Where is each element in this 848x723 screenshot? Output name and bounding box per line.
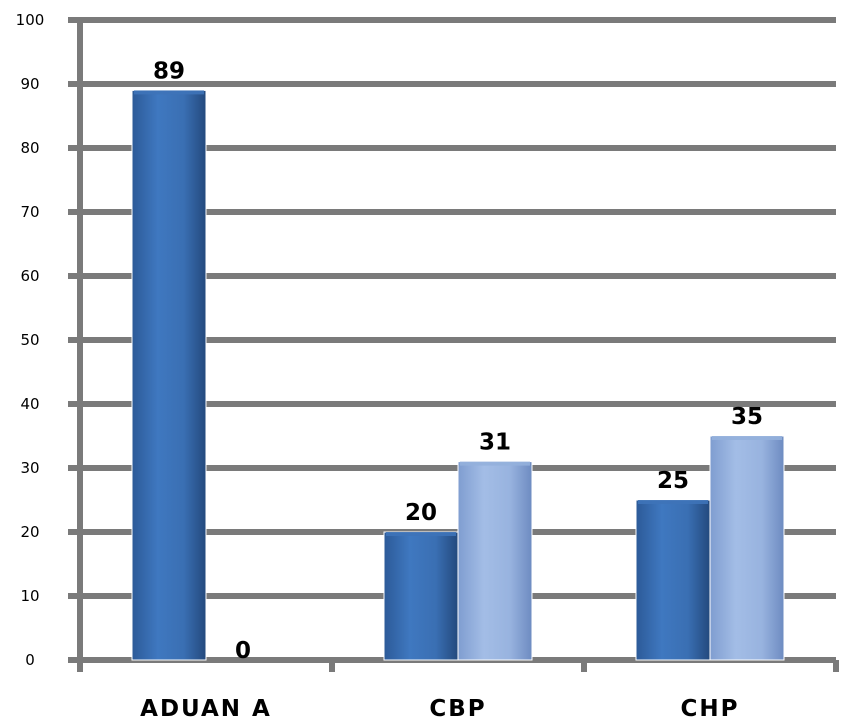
- y-tick-label: 10: [20, 587, 39, 605]
- y-tick-label: 100: [16, 11, 45, 29]
- bar-series-1-chp: [635, 499, 711, 661]
- bar-top-highlight: [638, 500, 708, 504]
- data-labels: 89 0 20 31 25 35: [153, 58, 763, 664]
- bar-series-2-chp: [709, 435, 785, 661]
- y-tick-label: 40: [20, 395, 39, 413]
- data-label: 35: [731, 404, 763, 430]
- y-tick-label: 20: [20, 523, 39, 541]
- bar-series-2-cbp: [457, 461, 533, 661]
- y-tick-label: 70: [20, 203, 39, 221]
- bar-top-highlight: [386, 532, 456, 536]
- data-label: 20: [405, 500, 437, 526]
- bar-series-1-cbp: [383, 531, 459, 661]
- category-label: ADUAN A: [140, 696, 272, 722]
- bars: [131, 89, 785, 661]
- data-label: 89: [153, 58, 185, 84]
- category-label: CBP: [429, 696, 486, 722]
- y-tick-label: 0: [25, 651, 35, 669]
- data-label: 25: [657, 468, 689, 494]
- bar-series-1-aduan-a: [131, 89, 207, 661]
- category-label: CHP: [681, 696, 740, 722]
- y-axis-ticks: 0 10 20 30 40 50 60 70 80 90 100: [16, 11, 45, 669]
- data-label: 31: [479, 430, 511, 456]
- y-tick-label: 80: [20, 139, 39, 157]
- data-label: 0: [235, 638, 251, 664]
- y-tick-label: 50: [20, 331, 39, 349]
- x-axis-categories: ADUAN A CBP CHP: [140, 696, 740, 722]
- bar-top-highlight: [460, 461, 530, 466]
- bar-top-highlight: [712, 436, 782, 440]
- y-tick-label: 60: [20, 267, 39, 285]
- bar-top-highlight: [134, 90, 204, 95]
- y-tick-label: 30: [20, 459, 39, 477]
- y-tick-label: 90: [20, 75, 39, 93]
